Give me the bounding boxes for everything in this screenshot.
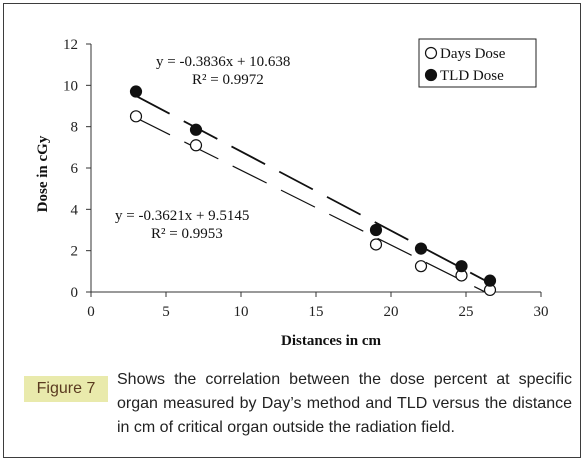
x-tick-label: 15 <box>309 304 324 320</box>
tld-dose-point <box>414 242 428 255</box>
legend-open-circle-icon <box>424 46 438 60</box>
tld-dose-point <box>455 260 468 273</box>
tld-r2: R² = 0.9972 <box>192 72 264 88</box>
tld-dose-point <box>129 85 143 98</box>
days-dose-point <box>189 139 203 152</box>
data-points <box>129 85 497 297</box>
x-tick-label: 0 <box>87 304 95 320</box>
tld-dose-point <box>189 123 203 136</box>
tld-dose-point <box>483 274 497 287</box>
legend-filled-circle-icon <box>424 68 438 82</box>
legend-days-dose: Days Dose <box>440 46 506 62</box>
y-tick-label: 10 <box>63 78 78 94</box>
x-axis-title: Distances in cm <box>281 333 381 349</box>
x-tick-label: 25 <box>459 304 474 320</box>
trendlines <box>135 95 491 295</box>
tld-trendline <box>135 95 491 284</box>
figure-caption: Shows the correlation between the dose p… <box>117 371 572 436</box>
days-r2: R² = 0.9953 <box>151 226 223 242</box>
legend: Days Dose TLD Dose <box>418 38 537 88</box>
figure-frame: 0 5 10 15 20 25 30 0 2 4 6 8 10 12 Distances in cm Do… <box>3 3 581 458</box>
y-tick-label: 6 <box>71 161 79 177</box>
y-tick-label: 12 <box>63 37 78 53</box>
days-trendline <box>135 117 491 295</box>
y-tick-label: 2 <box>71 244 79 260</box>
tld-dose-point <box>369 223 383 237</box>
tld-equation: y = -0.3836x + 10.638 <box>156 54 290 70</box>
axes: 0 5 10 15 20 25 30 0 2 4 6 8 10 12 <box>63 37 549 320</box>
days-dose-point <box>369 238 383 251</box>
legend-box <box>418 38 537 88</box>
days-dose-point <box>414 260 428 273</box>
x-tick-label: 30 <box>534 304 549 320</box>
legend-tld-dose: TLD Dose <box>440 68 504 84</box>
x-tick-label: 10 <box>234 304 249 320</box>
y-tick-label: 8 <box>71 120 79 136</box>
y-tick-label: 4 <box>71 202 79 218</box>
y-tick-label: 0 <box>71 285 79 301</box>
days-dose-point <box>129 110 143 123</box>
y-axis-title: Dose in cGy <box>35 135 51 212</box>
scatter-chart: 0 5 10 15 20 25 30 0 2 4 6 8 10 12 Distances in cm Do… <box>35 37 549 349</box>
figure-label: Figure 7 <box>24 376 108 402</box>
x-tick-label: 20 <box>384 304 399 320</box>
days-equation: y = -0.3621x + 9.5145 <box>115 208 249 224</box>
x-tick-label: 5 <box>162 304 170 320</box>
